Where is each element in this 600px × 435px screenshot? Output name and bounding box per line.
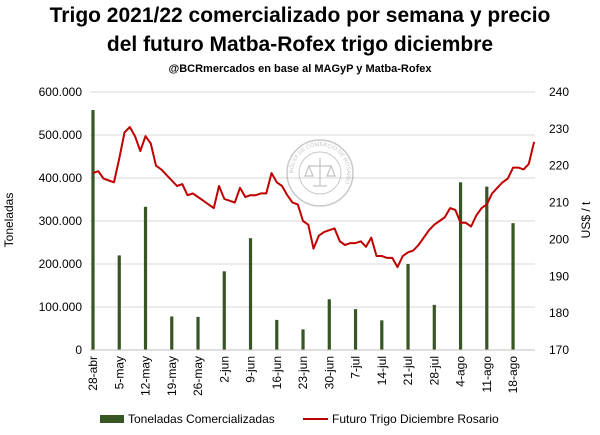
bar: [143, 206, 148, 350]
y-axis-label: Toneladas: [2, 193, 16, 248]
x-tick-label: 19-may: [165, 356, 179, 396]
y-tick-label: 600.000: [39, 85, 83, 99]
bar: [170, 316, 174, 350]
y-tick-label: 0: [75, 343, 82, 357]
x-tick-label: 28-jul: [427, 356, 441, 385]
x-tick-label: 12-may: [139, 356, 153, 396]
y-tick-label: 500.000: [39, 128, 83, 142]
y2-tick-label: 190: [549, 269, 569, 283]
y2-tick-label: 230: [549, 122, 569, 136]
legend: Toneladas Comercializadas Futuro Trigo D…: [100, 412, 499, 426]
line-series: [92, 126, 536, 269]
bar: [327, 299, 331, 350]
x-tick-label: 5-may: [112, 356, 126, 389]
x-tick-label: 16-jun: [270, 356, 284, 389]
x-tick-label: 2-jun: [217, 356, 231, 383]
x-tick-label: 9-jun: [244, 356, 258, 383]
x-tick-label: 30-jun: [322, 356, 336, 389]
bar: [248, 238, 253, 350]
legend-label-line: Futuro Trigo Diciembre Rosario: [332, 412, 499, 426]
y-axis-ticks: 0 100.000 200.000 300.000 400.000 500.000 600.…: [39, 85, 83, 357]
bar: [380, 320, 384, 350]
chart-subtitle: @BCRmercados en base al MAGyP y Matba-Ro…: [168, 63, 432, 75]
y2-tick-label: 240: [549, 85, 569, 99]
y2-tick-label: 200: [549, 232, 569, 246]
bar: [196, 316, 200, 350]
price-line: [92, 126, 536, 269]
y-tick-label: 300.000: [39, 214, 83, 228]
x-tick-label: 4-ago: [454, 356, 468, 387]
bar: [301, 329, 305, 350]
bar: [458, 182, 463, 350]
bar: [406, 264, 410, 350]
y2-tick-label: 220: [549, 159, 569, 173]
x-tick-label: 11-ago: [480, 356, 494, 393]
x-tick-label: 7-jul: [349, 356, 363, 379]
x-tick-label: 14-jul: [375, 356, 389, 385]
y-tick-label: 400.000: [39, 171, 83, 185]
y2-axis-ticks: 170 180 190 200 210 220 230 240: [549, 85, 569, 357]
x-tick-label: 28-abr: [86, 356, 100, 391]
y2-tick-label: 180: [549, 306, 569, 320]
bar: [511, 223, 515, 350]
x-tick-label: 18-ago: [506, 356, 520, 394]
x-tick-label: 21-jul: [401, 356, 415, 385]
x-tick-label: 26-may: [191, 356, 205, 396]
x-axis-ticks: 28-abr 5-may 12-may 19-may 26-may 2-jun 9-jun 1…: [86, 356, 520, 396]
bar: [222, 271, 226, 350]
legend-label-bars: Toneladas Comercializadas: [128, 412, 275, 426]
x-tick-label: 23-jun: [296, 356, 310, 389]
chart-title-line2: del futuro Matba-Rofex trigo diciembre: [106, 33, 494, 56]
gridlines: [90, 91, 535, 351]
bcr-seal-watermark: BOLSA DE COMERCIO DE ROSARIO: [286, 139, 354, 207]
bar: [117, 255, 121, 350]
bar-series: [91, 110, 515, 350]
bar: [485, 186, 489, 350]
bar: [432, 304, 436, 350]
legend-swatch-bars: [100, 415, 124, 423]
bar: [353, 309, 358, 350]
y-tick-label: 200.000: [39, 257, 83, 271]
y2-axis-label: US$ / t: [579, 201, 593, 238]
bar: [91, 110, 95, 350]
y-tick-label: 100.000: [39, 300, 83, 314]
y2-tick-label: 170: [549, 343, 569, 357]
y2-tick-label: 210: [549, 196, 569, 210]
chart-title-line1: Trigo 2021/22 comercializado por semana …: [49, 4, 551, 27]
bar: [275, 319, 279, 350]
